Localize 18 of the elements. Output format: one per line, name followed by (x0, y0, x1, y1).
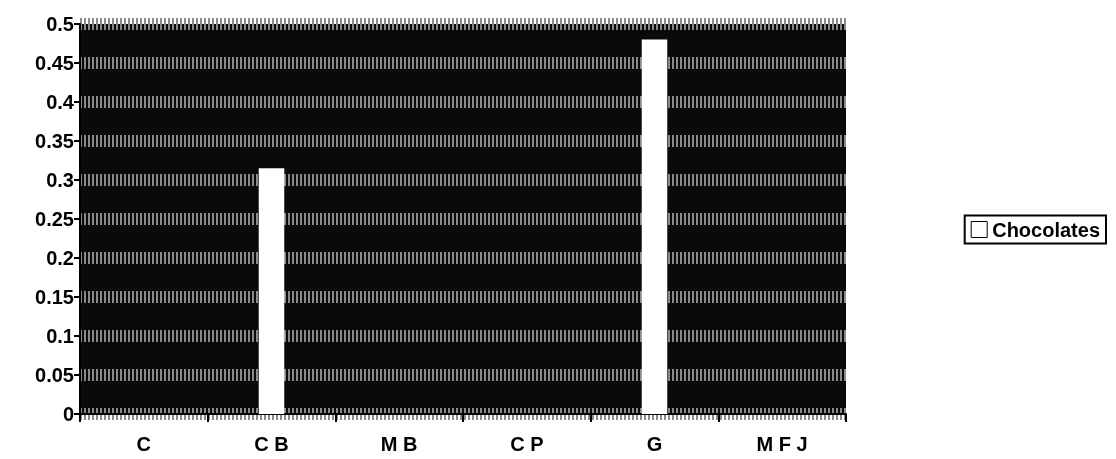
y-tick-label: 0 (62, 403, 74, 425)
y-tick-label: 0.05 (35, 364, 74, 386)
y-tick-label: 0.15 (35, 286, 74, 308)
y-tick-label: 0.4 (46, 91, 75, 113)
y-tick-label: 0.1 (46, 325, 74, 347)
y-tick-label: 0.5 (46, 13, 74, 35)
y-tick-label: 0.35 (35, 130, 74, 152)
x-tick-label: M F J (756, 433, 808, 455)
y-tick-label: 0.45 (35, 52, 74, 74)
x-tick-label: C (136, 433, 152, 455)
x-tick-label: C B (254, 433, 289, 455)
x-tick-label: M B (380, 433, 418, 455)
y-tick-label: 0.25 (35, 208, 74, 230)
y-tick-label: 0.2 (46, 247, 74, 269)
x-tick-label: G (646, 433, 663, 455)
y-tick-label: 0.3 (46, 169, 74, 191)
legend-label: Chocolates (992, 218, 1101, 241)
x-tick-label: C P (510, 433, 544, 455)
